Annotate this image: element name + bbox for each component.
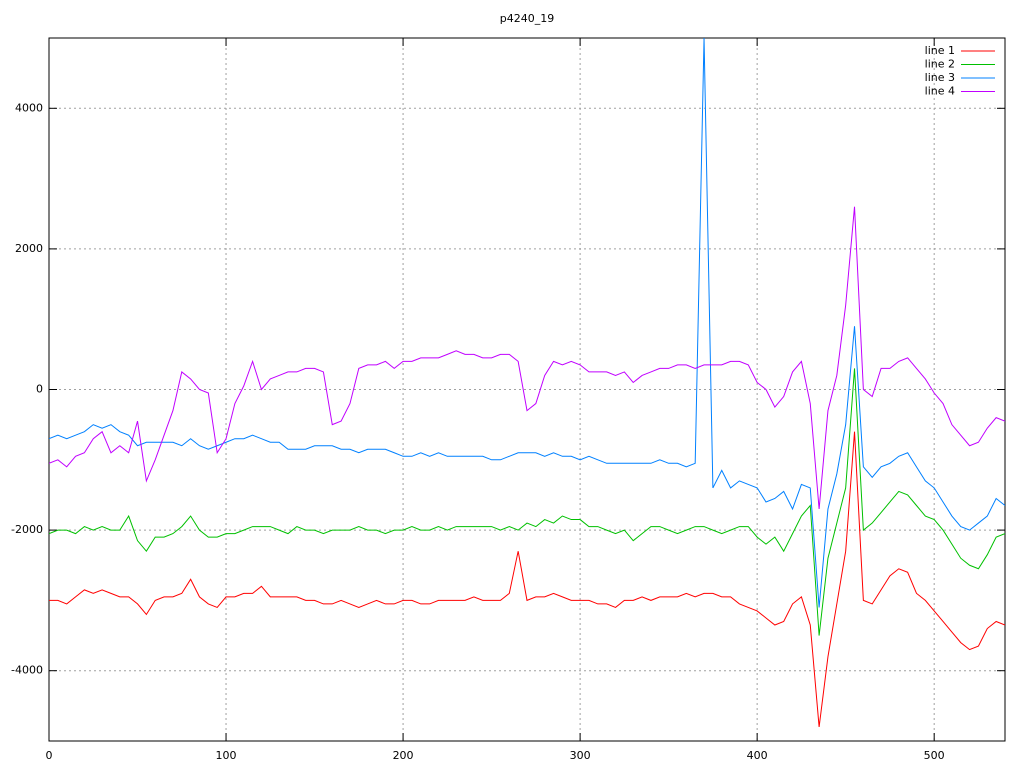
- y-tick-label: -2000: [11, 523, 43, 536]
- x-tick-label: 100: [216, 749, 237, 762]
- y-tick-label: -4000: [11, 664, 43, 677]
- series-line: [49, 206, 1005, 510]
- x-tick-label: 0: [46, 749, 53, 762]
- series-line: [49, 368, 1005, 636]
- x-tick-label: 200: [393, 749, 414, 762]
- legend-label: line 4: [925, 85, 955, 98]
- legend-label: line 3: [925, 71, 955, 84]
- plot-area: [49, 38, 1005, 728]
- legend-label: line 2: [925, 58, 955, 71]
- plot-border: [48, 37, 1006, 742]
- x-tick-label: 400: [747, 749, 768, 762]
- series-line: [49, 38, 1005, 608]
- chart-title: p4240_19: [500, 12, 554, 25]
- y-tick-label: 4000: [15, 101, 43, 114]
- legend-label: line 1: [925, 44, 955, 57]
- x-tick-label: 300: [570, 749, 591, 762]
- y-tick-label: 0: [36, 383, 43, 396]
- y-tick-label: 2000: [15, 242, 43, 255]
- x-tick-label: 500: [924, 749, 945, 762]
- series-line: [49, 431, 1005, 728]
